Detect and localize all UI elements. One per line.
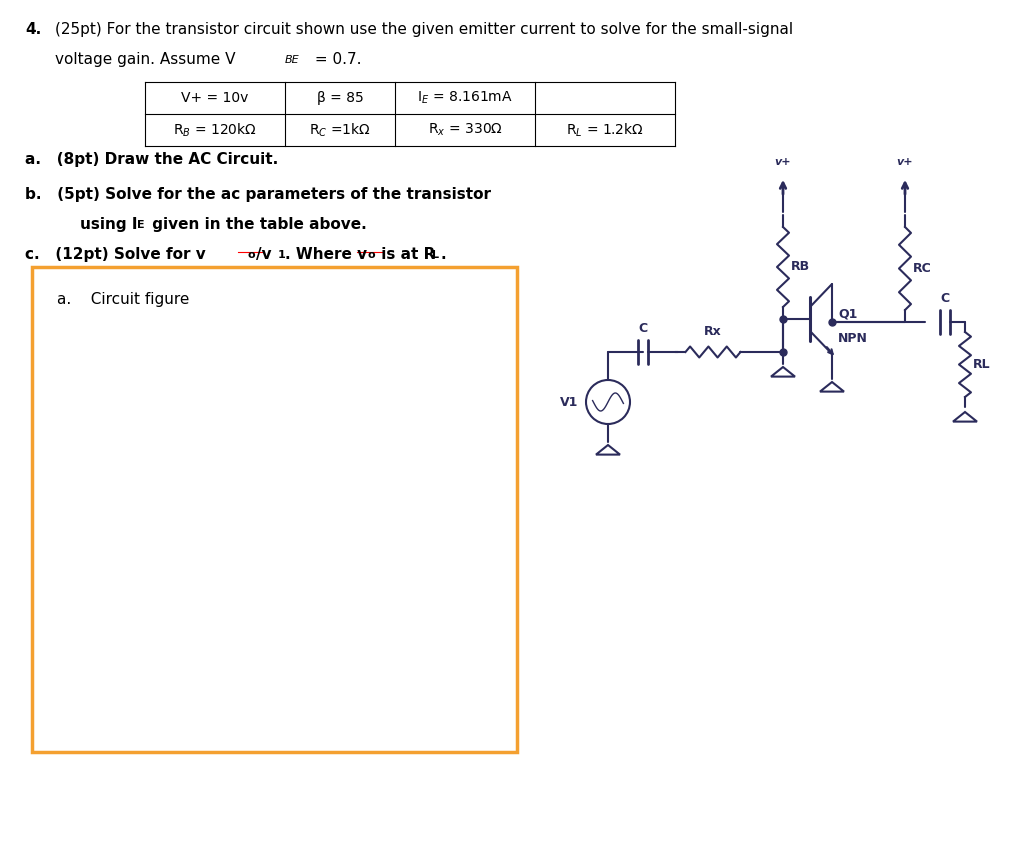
Text: RL: RL <box>973 358 991 371</box>
Text: /v: /v <box>256 247 272 262</box>
Text: . Where v: . Where v <box>285 247 367 262</box>
Text: is at R: is at R <box>376 247 435 262</box>
Text: = 0.7.: = 0.7. <box>310 52 361 67</box>
Text: V1: V1 <box>559 395 578 409</box>
Text: NPN: NPN <box>838 333 868 345</box>
Text: C: C <box>941 292 950 305</box>
Text: C: C <box>639 322 648 335</box>
Text: Rx: Rx <box>704 325 722 338</box>
Text: o: o <box>368 250 375 260</box>
Text: given in the table above.: given in the table above. <box>147 217 367 232</box>
Text: R$_L$ = 1.2kΩ: R$_L$ = 1.2kΩ <box>566 122 644 139</box>
Text: 1: 1 <box>278 250 286 260</box>
Text: E: E <box>137 220 144 230</box>
Text: b.   (5pt) Solve for the ac parameters of the transistor: b. (5pt) Solve for the ac parameters of … <box>25 187 491 202</box>
Text: V+ = 10v: V+ = 10v <box>181 91 249 105</box>
Text: using I: using I <box>80 217 137 232</box>
Text: v+: v+ <box>897 157 913 167</box>
Text: I$_E$ = 8.161mA: I$_E$ = 8.161mA <box>417 90 513 106</box>
Text: R$_x$ = 330Ω: R$_x$ = 330Ω <box>427 122 502 138</box>
Text: o: o <box>248 250 255 260</box>
Text: RC: RC <box>913 262 932 275</box>
Text: β = 85: β = 85 <box>316 91 363 105</box>
Text: (25pt) For the transistor circuit shown use the given emitter current to solve f: (25pt) For the transistor circuit shown … <box>55 22 793 37</box>
Text: L: L <box>432 250 439 260</box>
Text: c.   (12pt) Solve for v: c. (12pt) Solve for v <box>25 247 205 262</box>
Text: R$_C$ =1kΩ: R$_C$ =1kΩ <box>309 122 371 139</box>
Text: R$_B$ = 120kΩ: R$_B$ = 120kΩ <box>173 122 257 139</box>
Text: .: . <box>440 247 445 262</box>
Text: 4.: 4. <box>25 22 42 37</box>
Text: BE: BE <box>285 55 300 65</box>
Text: v+: v+ <box>775 157 791 167</box>
Text: a.   (8pt) Draw the AC Circuit.: a. (8pt) Draw the AC Circuit. <box>25 152 279 167</box>
Text: Q1: Q1 <box>838 308 857 321</box>
Text: voltage gain. Assume V: voltage gain. Assume V <box>55 52 236 67</box>
FancyBboxPatch shape <box>32 267 517 752</box>
Text: RB: RB <box>791 261 811 273</box>
Text: a.    Circuit figure: a. Circuit figure <box>57 292 189 307</box>
